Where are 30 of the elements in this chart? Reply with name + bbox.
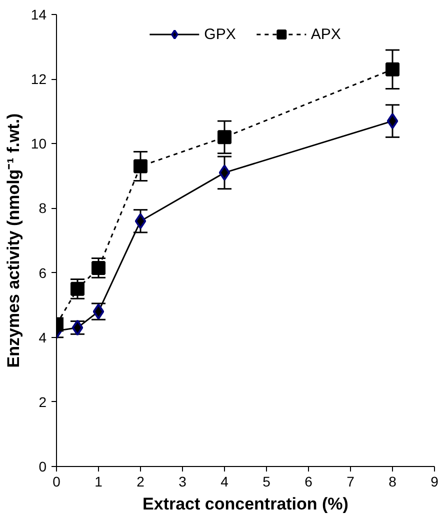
- legend-label: GPX: [204, 26, 236, 42]
- x-tick-label: 3: [178, 474, 187, 490]
- point: [134, 159, 148, 174]
- y-tick-label: 12: [30, 71, 47, 88]
- point: [218, 130, 232, 144]
- legend-label: APX: [310, 26, 341, 42]
- x-tick-label: 8: [388, 474, 397, 490]
- y-tick-label: 6: [38, 264, 47, 281]
- point: [92, 260, 106, 275]
- y-tick-label: 0: [38, 458, 47, 474]
- x-tick-label: 6: [304, 474, 313, 490]
- x-tick-label: 7: [346, 474, 355, 490]
- x-tick-label: 2: [136, 474, 145, 490]
- x-tick-label: 1: [94, 474, 103, 490]
- y-tick-label: 8: [38, 200, 47, 216]
- y-tick-label: 4: [38, 329, 47, 346]
- x-tick-label: 0: [52, 474, 61, 490]
- x-axis-title: Extract concentration (%): [142, 494, 348, 514]
- x-tick-label: 4: [220, 474, 229, 490]
- x-tick-label: 9: [430, 474, 439, 490]
- point: [386, 62, 400, 76]
- point: [134, 213, 146, 230]
- point: [70, 282, 84, 296]
- point: [218, 164, 230, 181]
- x-tick-label: 5: [262, 474, 271, 490]
- y-axis-title: Enzymes activity (nmolg⁻¹ f.wt.): [4, 113, 23, 368]
- y-tick-label: 2: [38, 394, 47, 410]
- y-tick-label: 14: [30, 6, 47, 22]
- point: [386, 113, 398, 130]
- y-tick-label: 10: [30, 136, 47, 152]
